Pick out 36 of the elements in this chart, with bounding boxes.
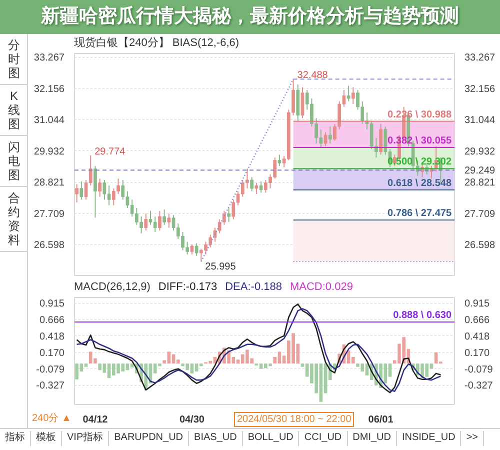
x-tick-label: 04/30 bbox=[179, 414, 205, 426]
y-tick-label: 0.915 bbox=[39, 298, 65, 310]
text: DMI_UD bbox=[348, 431, 397, 446]
y-tick-label: 0.170 bbox=[39, 348, 65, 359]
text: 指标 bbox=[0, 431, 31, 446]
text: 分时图 bbox=[0, 34, 28, 85]
text: INSIDE_UD bbox=[396, 431, 462, 446]
text: BIAS_UD bbox=[189, 431, 243, 446]
text: 合约资料 bbox=[0, 187, 28, 252]
text: >> bbox=[461, 431, 484, 446]
text: 闪电图 bbox=[0, 136, 28, 187]
text: CCI_UD bbox=[299, 431, 348, 446]
y2-tick-label: -0.327 bbox=[464, 380, 494, 392]
text: BOLL_UD bbox=[242, 431, 300, 446]
chart-title: MACD(26,12,9) bbox=[74, 280, 150, 295]
text: DIFF:-0.173 bbox=[158, 280, 218, 295]
x-tick-label: 04/12 bbox=[82, 414, 108, 426]
y-tick-label: 0.666 bbox=[39, 315, 65, 326]
ref-line-label: 0.888 \ 0.630 bbox=[393, 310, 452, 321]
text: BARUPDN_UD bbox=[109, 431, 190, 446]
y-tick-label: -0.327 bbox=[36, 380, 65, 392]
y2-tick-label: 0.666 bbox=[464, 315, 490, 326]
y2-tick-label: -0.079 bbox=[464, 364, 494, 376]
text: 2024/05/30 18:00 ~ 22:00 bbox=[234, 412, 354, 427]
x-tick-label: 06/01 bbox=[368, 414, 394, 426]
text: DEA:-0.188 bbox=[225, 280, 282, 295]
y2-tick-label: 0.418 bbox=[464, 331, 490, 342]
text: 模板 bbox=[31, 431, 62, 446]
y2-tick-label: 0.915 bbox=[464, 298, 490, 310]
text: K线图 bbox=[0, 85, 28, 136]
text: MACD:0.029 bbox=[290, 280, 353, 295]
y2-tick-label: 0.170 bbox=[464, 348, 490, 359]
y-tick-label: 0.418 bbox=[39, 331, 65, 342]
text: 240分 ▲ bbox=[32, 412, 72, 425]
y-tick-label: -0.079 bbox=[36, 364, 65, 376]
text: VIP指标 bbox=[62, 431, 110, 446]
